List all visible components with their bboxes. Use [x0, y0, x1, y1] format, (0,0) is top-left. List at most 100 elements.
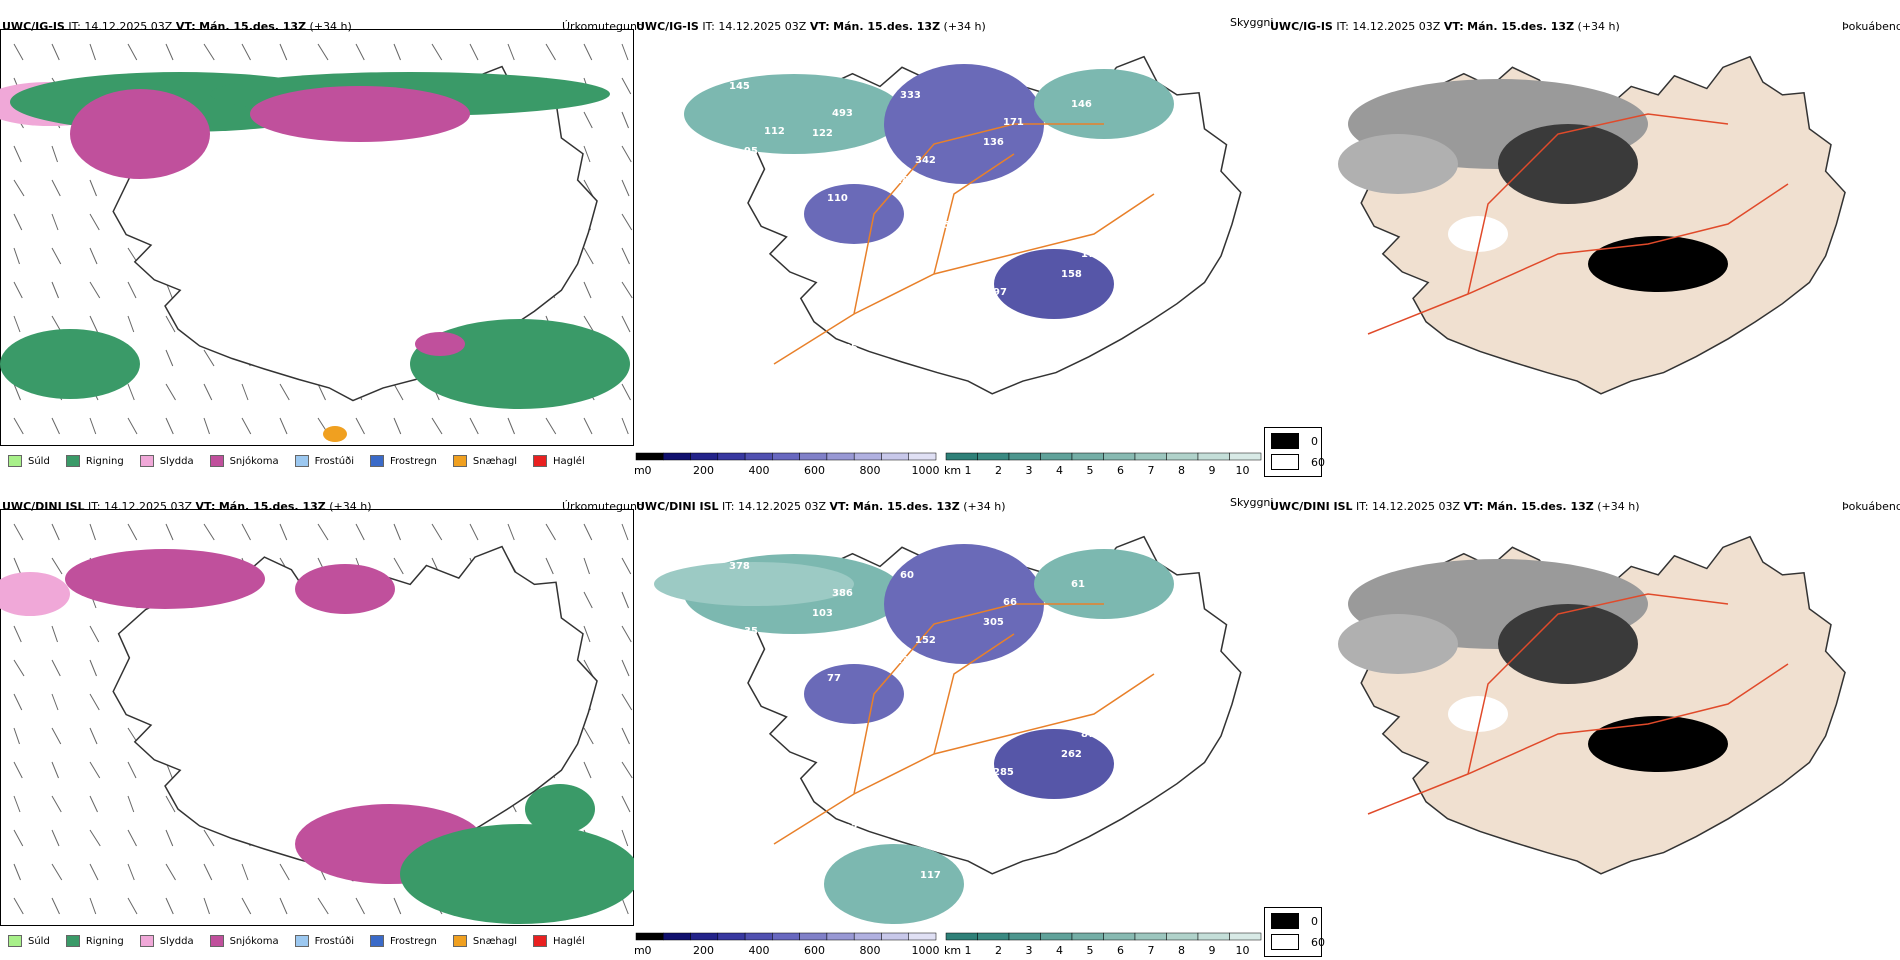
- init-time-value: 14.12.2025 03Z: [738, 500, 827, 513]
- wind-barb: [89, 281, 101, 299]
- visibility-value: 97: [993, 287, 1007, 298]
- precip-type-panel: Súld Rigning Slydda Snjókoma Frostúði Frostre…: [0, 494, 644, 960]
- fog-legend-swatch: [1271, 934, 1299, 950]
- wind-barb: [89, 863, 99, 881]
- wind-barb: [127, 795, 135, 813]
- visibility-color-segment: [1229, 452, 1262, 461]
- visibility-color-segment: [1197, 932, 1230, 941]
- wind-barb: [279, 863, 290, 881]
- legend-label: Frostúði: [314, 455, 354, 467]
- wind-barb: [203, 897, 210, 915]
- height-unit: m: [634, 464, 645, 477]
- rain-area: [400, 824, 634, 924]
- legend-label: Snjókoma: [229, 455, 279, 467]
- visibility-tick: 2: [995, 944, 1002, 957]
- model-name: UWC/IG-IS: [636, 20, 699, 33]
- height-colorbar: [635, 932, 937, 941]
- wind-barb: [317, 43, 329, 61]
- fog-area: [1498, 124, 1638, 204]
- fog-area: [1498, 604, 1638, 684]
- wind-barb: [279, 417, 288, 435]
- height-color-segment: [744, 452, 773, 461]
- visibility-value: 493: [832, 108, 853, 119]
- legend-swatch: [8, 455, 22, 467]
- visibility-value: 46: [749, 381, 763, 392]
- visibility-tick: 7: [1148, 944, 1155, 957]
- sleet-area: [0, 572, 70, 616]
- wind-barb: [431, 523, 443, 541]
- visibility-panel: 145 122 189 121 158 114 170 333 136 422 94 81 290 130…: [634, 14, 1273, 480]
- visibility-tick: 9: [1209, 464, 1216, 477]
- wind-barb: [469, 417, 479, 435]
- wind-barb: [89, 897, 97, 915]
- wind-barb: [621, 693, 633, 711]
- wind-barb: [583, 281, 592, 299]
- fog-area: [1338, 614, 1458, 674]
- panel-header: UWC/IG-IS IT: 14.12.2025 03Z VT: Mán. 15…: [1270, 20, 1620, 33]
- wind-barb: [203, 863, 213, 881]
- wind-barb: [583, 591, 593, 609]
- legend-item: Frostregn: [370, 455, 437, 467]
- init-time-label: IT:: [1336, 20, 1349, 33]
- legend-item: Rigning: [65, 935, 124, 947]
- wind-barb: [89, 417, 97, 435]
- legend-label: Snæhagl: [472, 935, 518, 947]
- visibility-value: 101: [754, 776, 775, 787]
- visibility-labels: 378 103 137 125 262 114 137 60 305 98 80 103 163 100 6…: [729, 561, 1107, 881]
- wind-barb: [583, 625, 591, 643]
- wind-barb: [241, 383, 249, 401]
- visibility-tick: 8: [1178, 944, 1185, 957]
- visibility-value: 117: [920, 870, 941, 881]
- wind-barb: [13, 145, 22, 163]
- init-time-value: 14.12.2025 03Z: [1372, 500, 1461, 513]
- visibility-panel: 378 103 137 125 262 114 137 60 305 98 80 103 163 100 6…: [634, 494, 1273, 960]
- visibility-color-segment: [1008, 932, 1041, 941]
- legend-label: Frostregn: [390, 455, 437, 467]
- precip-type-panel: Súld Rigning Slydda Snjókoma Frostúði Frostre…: [0, 14, 644, 480]
- wind-barb: [127, 829, 137, 847]
- precip-type-legend: Súld Rigning Slydda Snjókoma Frostúði Frostre…: [0, 928, 634, 954]
- init-time-label: IT:: [88, 500, 101, 513]
- legend-label: Snjókoma: [229, 935, 279, 947]
- visibility-value: 35: [744, 626, 758, 637]
- visibility-color-segment: [1134, 932, 1167, 941]
- visibility-value: 95: [744, 146, 758, 157]
- wind-barb: [165, 523, 174, 541]
- wind-barb: [317, 523, 329, 541]
- wind-barb: [51, 247, 62, 265]
- visibility-tick: 6: [1117, 944, 1124, 957]
- visibility-color-segment: [1134, 452, 1167, 461]
- fog-legend-label: 60: [1311, 935, 1325, 949]
- visibility-map: 1451221891211581141703331364229481290130…: [634, 55, 1262, 477]
- wind-barb: [13, 43, 24, 61]
- wind-barb: [51, 43, 60, 61]
- valid-time-label: VT:: [1463, 500, 1484, 513]
- height-color-segment: [881, 452, 909, 461]
- wind-barb: [51, 145, 58, 163]
- panel-title: Skyggni: [1230, 16, 1274, 29]
- wind-barb: [583, 523, 593, 541]
- visibility-tick: 8: [1178, 464, 1185, 477]
- legend-item: Frostregn: [370, 935, 437, 947]
- wind-barb: [583, 247, 594, 265]
- visibility-map: 3781031371252621141376030598801031631006…: [634, 535, 1262, 957]
- visibility-value: 386: [832, 588, 853, 599]
- lead-time: (+34 h): [1577, 20, 1620, 33]
- wind-barb: [583, 417, 593, 435]
- legend-label: Haglél: [553, 935, 585, 947]
- height-tick: 400: [749, 944, 770, 957]
- wind-barb: [89, 795, 98, 813]
- wind-barb: [583, 43, 593, 61]
- visibility-value: 341: [754, 296, 775, 307]
- height-tick: 600: [804, 944, 825, 957]
- visibility-value: 137: [817, 843, 838, 854]
- visibility-value: 207: [998, 202, 1019, 213]
- snow-area: [70, 89, 210, 179]
- snow-area: [250, 86, 470, 142]
- visibility-color-segment: [1040, 452, 1073, 461]
- wind-barb: [127, 383, 135, 401]
- wind-barb: [279, 523, 288, 541]
- visibility-area: [804, 184, 904, 244]
- wind-barb: [621, 43, 629, 61]
- wind-barb: [583, 659, 594, 677]
